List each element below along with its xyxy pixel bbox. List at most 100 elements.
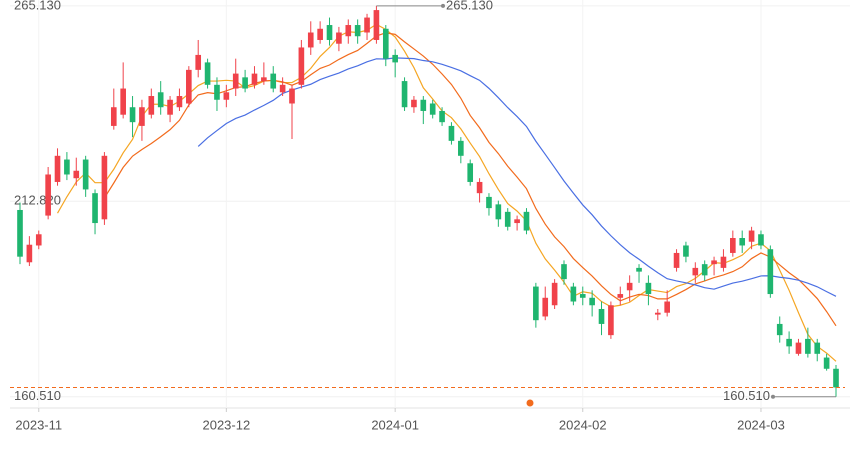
candle-body: [110, 107, 117, 126]
candle-body: [448, 125, 455, 141]
candle-body: [148, 96, 155, 115]
candle-body: [767, 249, 774, 295]
candle-body: [223, 92, 230, 100]
candle-body: [476, 181, 483, 194]
candle-body: [401, 81, 408, 108]
moving-average-line: [197, 57, 837, 297]
y-tick-label: 212.820: [14, 193, 61, 208]
candle-body: [92, 193, 98, 224]
candle-body: [17, 209, 23, 257]
candle-body: [570, 286, 577, 302]
candle-body: [645, 282, 652, 295]
candle-body: [739, 238, 746, 246]
candle-body: [542, 297, 549, 317]
moving-average-line: [56, 23, 837, 362]
candle-body: [523, 211, 530, 231]
candle-body: [261, 77, 267, 82]
candle-body: [345, 25, 352, 37]
candle-body: [608, 305, 614, 336]
annotation-label: 265.130: [446, 0, 493, 12]
candle-body: [833, 368, 839, 388]
candle-body: [64, 159, 70, 175]
annotation-dot: [771, 394, 775, 399]
annotation-label: 160.510: [723, 388, 770, 403]
candle-body: [673, 252, 680, 268]
candle-body: [232, 73, 239, 89]
candle-body: [176, 96, 183, 108]
candle-body: [495, 204, 502, 220]
y-tick-label: 160.510: [14, 388, 61, 403]
candle-body: [429, 103, 436, 115]
candle-body: [129, 107, 136, 123]
candle-body: [120, 88, 126, 115]
candle-body: [814, 342, 821, 354]
candle-body: [486, 196, 492, 209]
x-tick-label: 2024-01: [371, 417, 419, 432]
candle-body: [373, 10, 380, 40]
candle-body: [504, 211, 511, 227]
candle-body: [598, 308, 605, 324]
candle-body: [617, 294, 624, 298]
candle-body: [805, 338, 811, 354]
x-tick-label: 2024-02: [559, 417, 607, 432]
candle-body: [711, 260, 717, 265]
candle-body: [589, 297, 595, 306]
candle-body: [411, 99, 417, 108]
candle-body: [289, 88, 295, 104]
candle-body: [279, 84, 286, 93]
candle-body: [664, 301, 670, 313]
candle-body: [683, 245, 689, 257]
candle-body: [354, 25, 361, 37]
candle-body: [364, 17, 370, 33]
candle-body: [514, 219, 520, 224]
candle-body: [317, 28, 323, 40]
candle-body: [551, 282, 558, 306]
candle-body: [251, 73, 258, 85]
candle-body: [73, 170, 80, 179]
candle-body: [242, 77, 248, 89]
candle-body: [748, 230, 755, 242]
candle-body: [692, 267, 699, 276]
candle-body: [636, 267, 642, 272]
candle-body: [786, 338, 792, 347]
candle-body: [439, 110, 445, 123]
candle-body: [186, 69, 192, 104]
candle-body: [720, 256, 727, 268]
candle-body: [101, 155, 108, 220]
candle-body: [654, 312, 661, 315]
y-tick-label: 265.130: [14, 0, 61, 12]
candle-body: [730, 238, 736, 253]
event-marker: [526, 399, 534, 407]
candle-body: [823, 357, 830, 369]
x-tick-label: 2023-12: [202, 417, 250, 432]
candle-body: [458, 140, 464, 156]
x-tick-label: 2023-11: [15, 417, 62, 432]
candle-body: [795, 342, 802, 354]
x-tick-label: 2024-03: [737, 417, 785, 432]
candle-body: [561, 264, 567, 280]
candle-body: [167, 99, 173, 115]
candle-body: [467, 163, 474, 182]
candle-body: [307, 32, 314, 48]
candle-body: [195, 54, 202, 70]
candle-body: [392, 54, 398, 63]
candle-body: [45, 174, 51, 216]
candle-body: [204, 62, 211, 85]
candle-body: [382, 28, 389, 59]
candle-body: [336, 32, 342, 44]
candle-body: [326, 25, 333, 40]
candle-body: [758, 234, 764, 246]
candle-body: [35, 234, 42, 246]
candle-body: [776, 323, 783, 336]
candle-body: [626, 282, 633, 291]
candle-body: [82, 159, 89, 190]
candle-body: [701, 264, 708, 276]
candle-body: [420, 99, 427, 111]
candle-body: [579, 294, 586, 298]
candle-body: [26, 244, 33, 263]
annotation-dot: [441, 3, 445, 8]
candle-body: [157, 92, 164, 108]
candle-body: [139, 107, 145, 126]
candle-body: [298, 47, 305, 85]
